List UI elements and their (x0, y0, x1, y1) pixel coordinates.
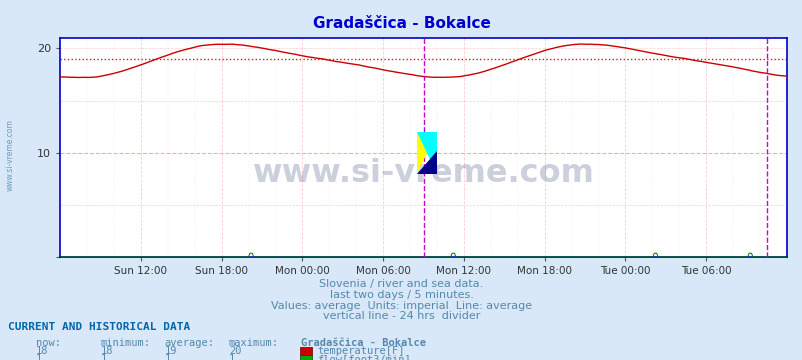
Polygon shape (416, 151, 437, 174)
Text: Slovenia / river and sea data.: Slovenia / river and sea data. (319, 279, 483, 289)
Text: 1: 1 (100, 354, 107, 360)
Text: flow[foot3/min]: flow[foot3/min] (317, 354, 411, 360)
Text: now:: now: (36, 338, 61, 348)
Text: 1: 1 (229, 354, 235, 360)
Text: Values: average  Units: imperial  Line: average: Values: average Units: imperial Line: av… (270, 301, 532, 311)
Text: vertical line - 24 hrs  divider: vertical line - 24 hrs divider (322, 311, 480, 321)
Text: CURRENT AND HISTORICAL DATA: CURRENT AND HISTORICAL DATA (8, 322, 190, 332)
Text: 1: 1 (164, 354, 171, 360)
Text: 20: 20 (229, 346, 241, 356)
Text: 19: 19 (164, 346, 177, 356)
Text: last two days / 5 minutes.: last two days / 5 minutes. (329, 290, 473, 300)
Text: www.si-vreme.com: www.si-vreme.com (253, 158, 593, 189)
Text: minimum:: minimum: (100, 338, 150, 348)
Text: Gradaščica - Bokalce: Gradaščica - Bokalce (301, 338, 426, 348)
Text: 1: 1 (36, 354, 43, 360)
Text: 18: 18 (36, 346, 49, 356)
Text: average:: average: (164, 338, 214, 348)
Text: Gradaščica - Bokalce: Gradaščica - Bokalce (312, 16, 490, 31)
Polygon shape (416, 132, 437, 174)
Text: www.si-vreme.com: www.si-vreme.com (6, 119, 15, 191)
Text: maximum:: maximum: (229, 338, 278, 348)
Text: temperature[F]: temperature[F] (317, 346, 404, 356)
Text: 18: 18 (100, 346, 113, 356)
Polygon shape (416, 132, 437, 174)
